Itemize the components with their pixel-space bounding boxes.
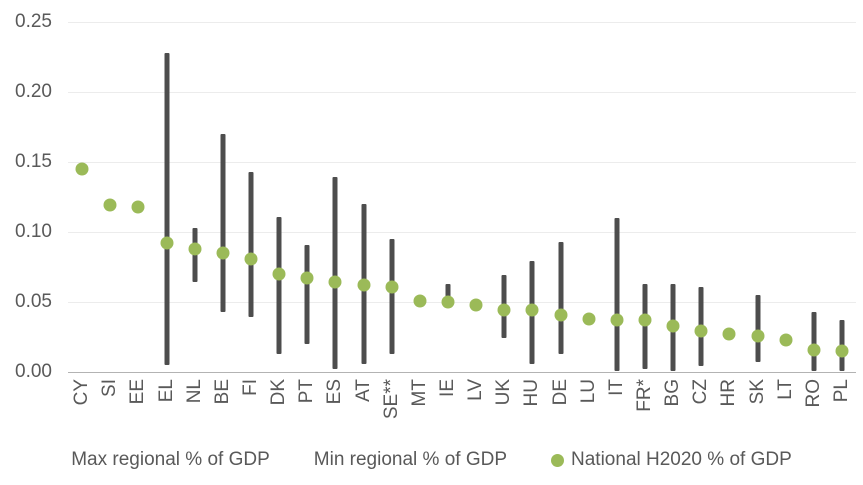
national-dot-de (554, 308, 567, 322)
range-bar-dk (276, 216, 282, 354)
range-bar-pt (304, 244, 310, 344)
x-axis-label-ee: EE (127, 379, 149, 405)
national-dot-uk (497, 303, 511, 317)
national-dot-cz (694, 324, 708, 338)
national-dot-hu (525, 303, 539, 317)
x-axis-label-be: BE (211, 379, 233, 405)
national-dot-lu (582, 312, 596, 326)
legend-item-min-regional: Min regional % of GDP (314, 449, 507, 471)
national-dot-el (160, 236, 173, 250)
x-axis-label-sk: SK (746, 379, 768, 405)
x-axis-label-de: DE (549, 379, 571, 406)
x-axis-label-mt: MT (408, 379, 430, 407)
x-axis-label-at: AT (352, 379, 374, 402)
y-axis-tick-label: 0.25 (15, 11, 52, 32)
national-dot-dk (272, 267, 286, 281)
legend: Max regional % of GDP Min regional % of … (0, 447, 863, 473)
x-axis-line (68, 372, 856, 373)
x-axis-label-uk: UK (493, 379, 515, 406)
national-dot-lv (469, 298, 483, 312)
x-axis-label-cz: CZ (690, 379, 712, 405)
national-dot-ro (807, 343, 821, 357)
legend-item-national-h2020: National H2020 % of GDP (551, 449, 792, 471)
national-dot-cy (75, 162, 89, 176)
range-bar-el (164, 52, 169, 365)
range-bar-it (614, 218, 620, 371)
range-bar-fi (248, 171, 254, 318)
x-axis-label-nl: NL (183, 379, 205, 404)
range-bar-de (558, 241, 563, 354)
national-dot-bg (666, 319, 680, 333)
x-axis-label-it: IT (605, 379, 627, 396)
national-dot-it (610, 313, 624, 327)
national-dot-ee (131, 200, 145, 214)
x-axis-label-dk: DK (268, 379, 290, 406)
range-bar-se (389, 239, 395, 354)
x-axis-label-si: SI (99, 379, 121, 397)
x-axis-label-fi: FI (239, 379, 261, 396)
x-axis-label-se: SE** (380, 379, 402, 420)
y-gridline (68, 22, 856, 23)
legend-national-dot-icon (551, 453, 565, 467)
y-axis-tick-label: 0.05 (15, 291, 52, 312)
national-dot-sk (751, 329, 764, 343)
x-axis-label-cy: CY (71, 379, 93, 406)
x-axis-label-el: EL (155, 379, 177, 403)
x-axis-label-pt: PT (296, 379, 318, 404)
national-dot-lt (779, 333, 793, 347)
national-dot-mt (413, 294, 427, 308)
x-axis-label-ro: RO (802, 379, 824, 408)
national-dot-be (216, 246, 230, 260)
national-dot-pl (835, 344, 849, 358)
x-axis-label-hr: HR (718, 379, 740, 407)
range-bar-ro (811, 311, 817, 371)
range-bar-es (332, 177, 338, 370)
legend-item-max-regional: Max regional % of GDP (71, 449, 270, 471)
y-axis-tick-label: 0.20 (15, 81, 52, 102)
y-axis-tick-label: 0.00 (15, 361, 52, 382)
legend-label-national-h2020: National H2020 % of GDP (571, 449, 792, 470)
x-axis-label-lu: LU (577, 379, 599, 404)
x-axis-label-ie: IE (436, 379, 458, 397)
national-dot-se (385, 280, 399, 294)
national-dot-nl (188, 242, 202, 256)
national-dot-fi (244, 252, 258, 266)
national-dot-es (328, 275, 342, 289)
legend-label-min-regional: Min regional % of GDP (313, 449, 508, 470)
x-axis-label-fr: FR* (633, 379, 655, 412)
range-bar-be (220, 134, 226, 312)
y-axis-tick-label: 0.10 (15, 221, 52, 242)
x-axis-label-es: ES (324, 379, 346, 405)
national-dot-fr (638, 313, 652, 327)
range-bar-sk (755, 295, 760, 363)
national-dot-ie (441, 295, 455, 309)
x-axis-label-lv: LV (465, 379, 487, 401)
national-dot-at (357, 278, 370, 292)
national-dot-si (103, 198, 117, 212)
legend-label-max-regional: Max regional % of GDP (71, 449, 270, 470)
y-gridline (68, 302, 856, 303)
x-axis-label-pl: PL (830, 379, 852, 403)
x-axis-label-hu: HU (521, 379, 543, 407)
y-gridline (68, 232, 856, 233)
y-gridline (68, 162, 856, 163)
national-dot-pt (300, 271, 314, 285)
y-gridline (68, 92, 856, 93)
x-axis-label-bg: BG (662, 379, 684, 407)
x-axis-label-lt: LT (774, 379, 796, 400)
y-axis-tick-label: 0.15 (15, 151, 52, 172)
national-dot-hr (722, 327, 736, 341)
